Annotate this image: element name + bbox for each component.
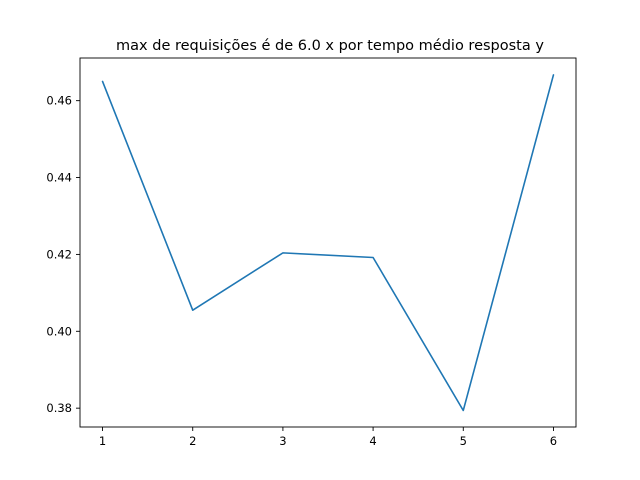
y-tick-label: 0.46 [46, 94, 72, 108]
x-tick-label: 4 [369, 434, 376, 448]
x-tick-label: 6 [550, 434, 557, 448]
chart-title: max de requisições é de 6.0 x por tempo … [116, 38, 544, 54]
series-line [101, 74, 555, 412]
x-tick-label: 2 [189, 434, 196, 448]
y-tick-label: 0.44 [46, 171, 72, 185]
x-tick-label: 1 [99, 434, 106, 448]
series-group [101, 74, 555, 412]
x-axis: 1 2 3 4 5 6 [99, 427, 557, 448]
x-tick-label: 3 [279, 434, 286, 448]
x-tick-label: 5 [460, 434, 467, 448]
y-tick-label: 0.38 [46, 401, 72, 415]
plot-area-frame [79, 57, 577, 428]
y-tick-label: 0.40 [46, 324, 72, 338]
y-axis: 0.38 0.40 0.42 0.44 0.46 [46, 94, 80, 415]
y-tick-label: 0.42 [46, 247, 72, 261]
